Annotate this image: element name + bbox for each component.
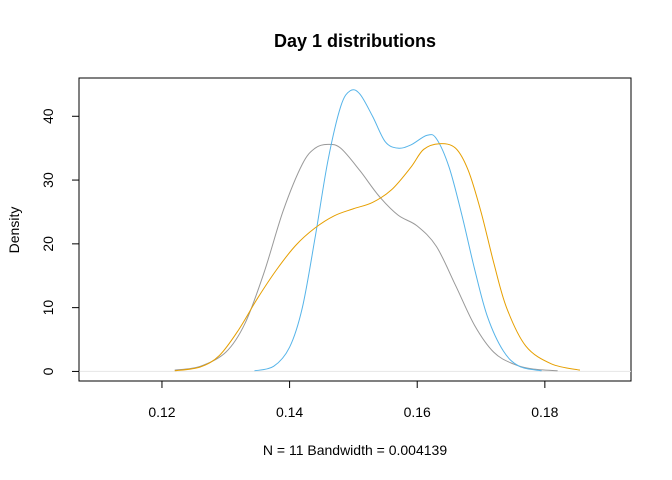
density-line-1 [174,143,558,372]
density-line-2 [254,89,542,372]
y-tick-label: 40 [40,108,56,124]
y-axis: 0 10 20 30 40 [40,108,80,375]
y-axis-label: Density [6,207,22,254]
density-line-3 [174,143,581,372]
x-axis-label: N = 11 Bandwidth = 0.004139 [263,442,447,458]
x-tick-label: 0.14 [276,404,303,420]
x-tick-label: 0.12 [148,404,175,420]
chart-title: Day 1 distributions [274,31,436,51]
density-curves [174,89,581,372]
x-tick-label: 0.18 [531,404,558,420]
y-tick-label: 10 [40,300,56,316]
y-tick-label: 30 [40,172,56,188]
x-axis: 0.12 0.14 0.16 0.18 [148,380,559,420]
plot-frame [78,77,632,382]
x-tick-label: 0.16 [404,404,431,420]
y-tick-label: 0 [40,367,56,375]
y-tick-label: 20 [40,236,56,252]
